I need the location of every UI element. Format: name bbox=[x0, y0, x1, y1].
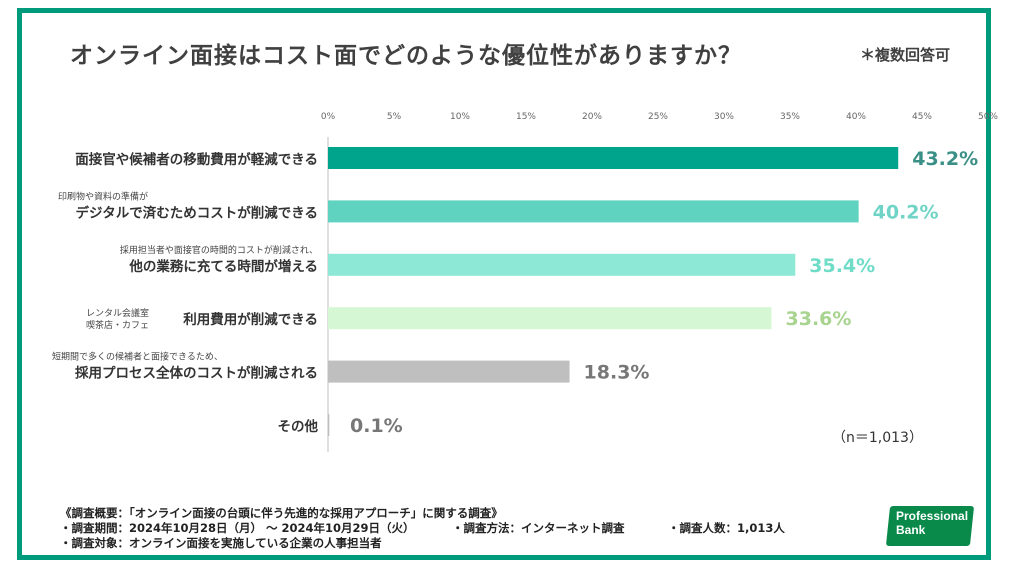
value-label: 0.1% bbox=[350, 415, 403, 437]
bar bbox=[328, 253, 796, 276]
category-side-label: 喫茶店・カフェ bbox=[86, 319, 149, 331]
logo-text: Professional Bank bbox=[896, 509, 968, 537]
bar bbox=[328, 200, 859, 223]
value-label: 33.6% bbox=[786, 308, 852, 330]
x-tick-label: 40% bbox=[846, 112, 866, 122]
multiple-answer-note: ＊複数回答可 bbox=[860, 46, 951, 64]
category-side-label: レンタル会議室 bbox=[86, 307, 149, 319]
logo-line2: Bank bbox=[896, 523, 926, 537]
x-tick-label: 50% bbox=[978, 112, 998, 122]
category-label: 利用費用が削減できる bbox=[183, 311, 318, 328]
logo-line1: Professional bbox=[896, 509, 969, 523]
bar bbox=[328, 307, 772, 330]
x-tick-label: 30% bbox=[714, 112, 734, 122]
x-tick-label: 45% bbox=[912, 112, 932, 122]
x-tick-label: 25% bbox=[648, 112, 668, 122]
x-tick-label: 0% bbox=[321, 112, 336, 122]
bar bbox=[328, 147, 899, 169]
x-tick-label: 10% bbox=[450, 112, 470, 122]
x-tick-label: 15% bbox=[516, 112, 536, 122]
value-labels: 43.2% 40.2% 35.4% 33.6% 18.3% 0.1% bbox=[350, 148, 978, 437]
survey-title: 《調査概要：「オンライン面接の台頭に伴う先進的な採用アプローチ」に関する調査》 bbox=[60, 506, 503, 520]
survey-target: ・調査対象：オンライン面接を実施している企業の人事担当者 bbox=[60, 536, 382, 550]
survey-method: ・調査方法：インターネット調査 bbox=[452, 521, 625, 535]
value-label: 18.3% bbox=[584, 362, 650, 384]
category-sublabel: 印刷物や資料の準備が bbox=[58, 190, 148, 202]
category-label: デジタルで済むためコストが削減できる bbox=[76, 204, 318, 221]
survey-summary: 《調査概要：「オンライン面接の台頭に伴う先進的な採用アプローチ」に関する調査》 … bbox=[60, 506, 785, 551]
survey-row: ・調査期間：2024年10月28日（月） 〜 2024年10月29日（火） ・調査… bbox=[60, 521, 785, 536]
category-sublabel: 短期間で多くの候補者と面接できるため、 bbox=[52, 351, 223, 363]
bar bbox=[328, 414, 330, 436]
value-label: 43.2% bbox=[912, 148, 978, 170]
chart-frame bbox=[17, 8, 991, 560]
survey-period: ・調査期間：2024年10月28日（月） 〜 2024年10月29日（火） bbox=[60, 521, 415, 535]
survey-count: ・調査人数：1,013人 bbox=[668, 521, 785, 535]
value-label: 35.4% bbox=[809, 255, 875, 277]
x-tick-label: 5% bbox=[387, 112, 402, 122]
category-label: 他の業務に充てる時間が増える bbox=[128, 258, 318, 275]
chart-title: オンライン面接はコスト面でどのような優位性がありますか？ bbox=[70, 43, 742, 69]
category-label: 採用プロセス全体のコストが削減される bbox=[75, 365, 318, 382]
sample-size: （n＝1,013） bbox=[832, 430, 923, 446]
x-tick-label: 20% bbox=[582, 112, 602, 122]
category-label: 面接官や候補者の移動費用が軽減できる bbox=[75, 151, 318, 168]
bars bbox=[328, 147, 899, 436]
bar bbox=[328, 360, 570, 383]
x-tick-label: 35% bbox=[780, 112, 800, 122]
professional-bank-logo: Professional Bank bbox=[884, 504, 976, 548]
value-label: 40.2% bbox=[873, 201, 939, 223]
x-axis-ticks: 0% 5% 10% 15% 20% 25% 30% 35% 40% 45% 50% bbox=[321, 112, 999, 122]
category-sublabel: 採用担当者や面接官の時間的コストが削減され、 bbox=[120, 244, 318, 256]
category-label: その他 bbox=[278, 418, 319, 435]
